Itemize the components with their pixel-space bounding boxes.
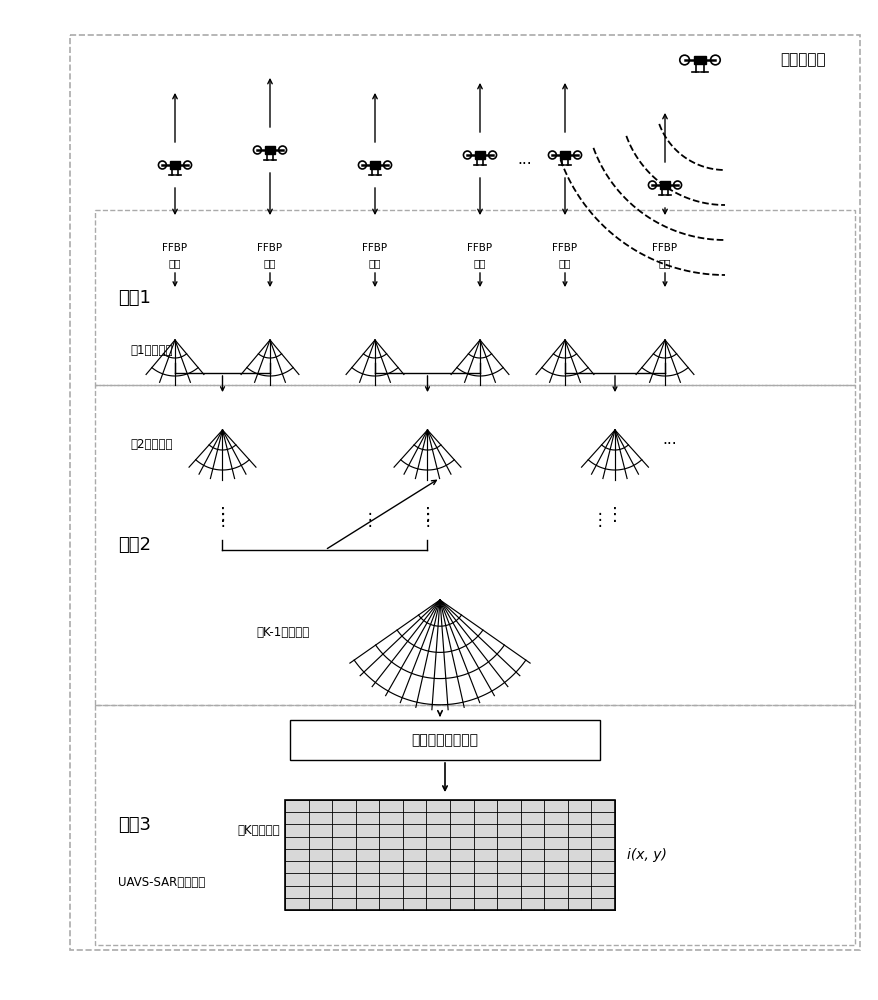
Bar [95,705,854,945]
Text: ⋮: ⋮ [591,511,608,529]
Text: 第1级子图像: 第1级子图像 [130,344,172,357]
FancyBboxPatch shape [265,146,275,154]
Text: FFBP: FFBP [257,243,282,253]
Text: 处理: 处理 [263,258,276,268]
Text: FFBP: FFBP [551,243,577,253]
FancyBboxPatch shape [693,56,705,64]
Text: 投影至笛卡尔坐标: 投影至笛卡尔坐标 [411,733,478,747]
Text: 步骤1: 步骤1 [118,288,151,306]
Text: 步骤2: 步骤2 [118,536,151,554]
Bar [290,720,600,760]
FancyBboxPatch shape [370,161,379,169]
Text: 处理: 处理 [658,258,671,268]
Text: FFBP: FFBP [651,243,677,253]
Text: 高空无人机: 高空无人机 [779,52,824,68]
Bar [284,800,615,910]
Text: 第2级子图像: 第2级子图像 [130,438,172,452]
Text: ...: ... [662,432,677,448]
FancyBboxPatch shape [169,161,180,169]
Bar [95,385,854,705]
Text: ⋮: ⋮ [418,506,436,524]
Text: ⋮: ⋮ [605,506,623,524]
Text: 处理: 处理 [558,258,571,268]
Text: ⋮: ⋮ [419,511,435,529]
Text: 第K级子图像: 第K级子图像 [237,824,280,836]
Text: ⋮: ⋮ [214,511,231,529]
Text: 处理: 处理 [369,258,381,268]
Text: 处理: 处理 [473,258,486,268]
Text: FFBP: FFBP [362,243,387,253]
FancyBboxPatch shape [659,181,669,189]
Text: FFBP: FFBP [467,243,492,253]
Text: ...: ... [517,152,532,167]
Text: FFBP: FFBP [162,243,187,253]
FancyBboxPatch shape [559,151,569,159]
Text: ⋮: ⋮ [361,511,378,529]
Text: i(x, y): i(x, y) [626,848,666,862]
FancyBboxPatch shape [474,151,485,159]
Text: UAVS-SAR最终图像: UAVS-SAR最终图像 [118,876,205,889]
Bar [70,35,859,950]
Text: ⋮: ⋮ [213,506,231,524]
Bar [95,210,854,385]
Text: 步骤3: 步骤3 [118,816,151,834]
Text: 第K-1级子图像: 第K-1级子图像 [256,626,310,640]
Text: 处理: 处理 [169,258,181,268]
